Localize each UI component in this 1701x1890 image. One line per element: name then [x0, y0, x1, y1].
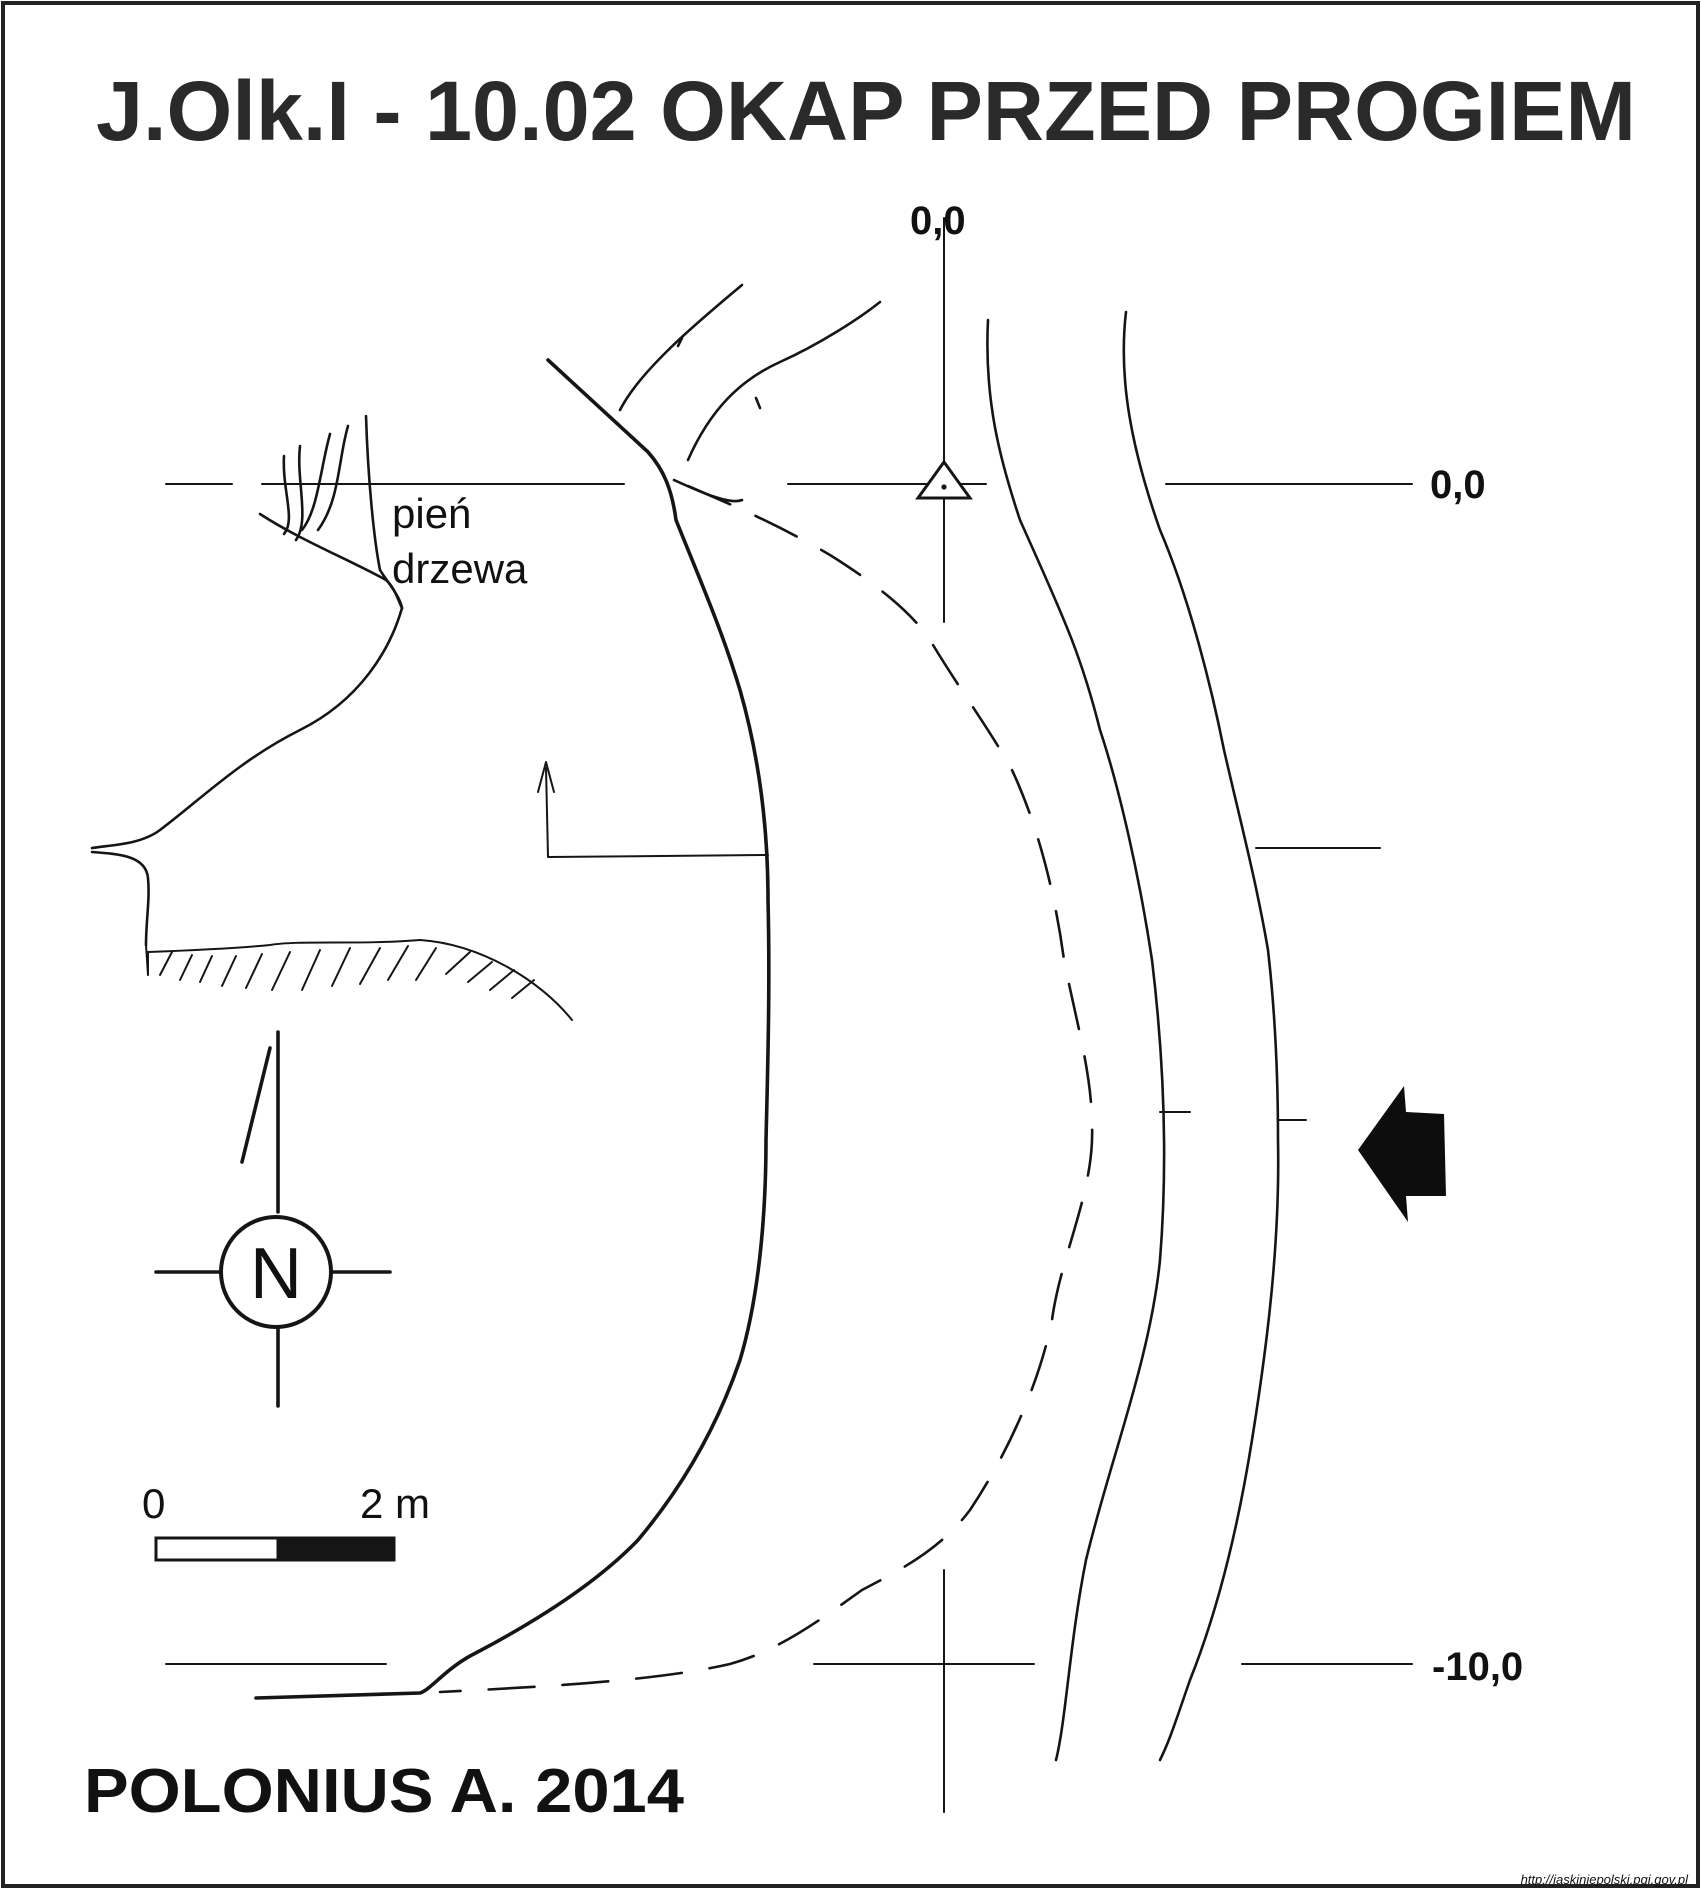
scale-label-end: 2 m	[360, 1480, 430, 1527]
grid-lines	[165, 217, 1413, 1813]
root-lines	[618, 283, 882, 503]
scale-bar	[154, 1536, 396, 1562]
drip-line	[438, 484, 1094, 1694]
coord-label-top: 0,0	[910, 199, 966, 243]
compass-letter: N	[250, 1234, 302, 1314]
scale-label-start: 0	[142, 1480, 165, 1527]
feature-label-line2: drzewa	[392, 545, 528, 592]
section-line	[537, 761, 769, 858]
coord-label-right-upper: 0,0	[1430, 463, 1486, 507]
coord-label-right-lower: -10,0	[1432, 1645, 1523, 1689]
entrance-arrow-icon	[1358, 1086, 1446, 1222]
tree-trunk-sketch	[90, 414, 404, 947]
source-url: http://jaskiniepolski.pgi.gov.pl	[1521, 1872, 1690, 1887]
contour-line-2	[1122, 310, 1280, 1762]
map-title: J.Olk.I - 10.02 OKAP PRZED PROGIEM	[96, 64, 1636, 158]
survey-station-icon	[915, 459, 973, 500]
ground-hatching	[145, 939, 573, 1021]
compass-icon	[154, 1030, 392, 1408]
contour-line-1	[986, 318, 1166, 1762]
overhang-outline	[254, 358, 771, 1700]
feature-label-line1: pień	[392, 490, 471, 537]
author-credit: POLONIUS A. 2014	[84, 1757, 685, 1826]
